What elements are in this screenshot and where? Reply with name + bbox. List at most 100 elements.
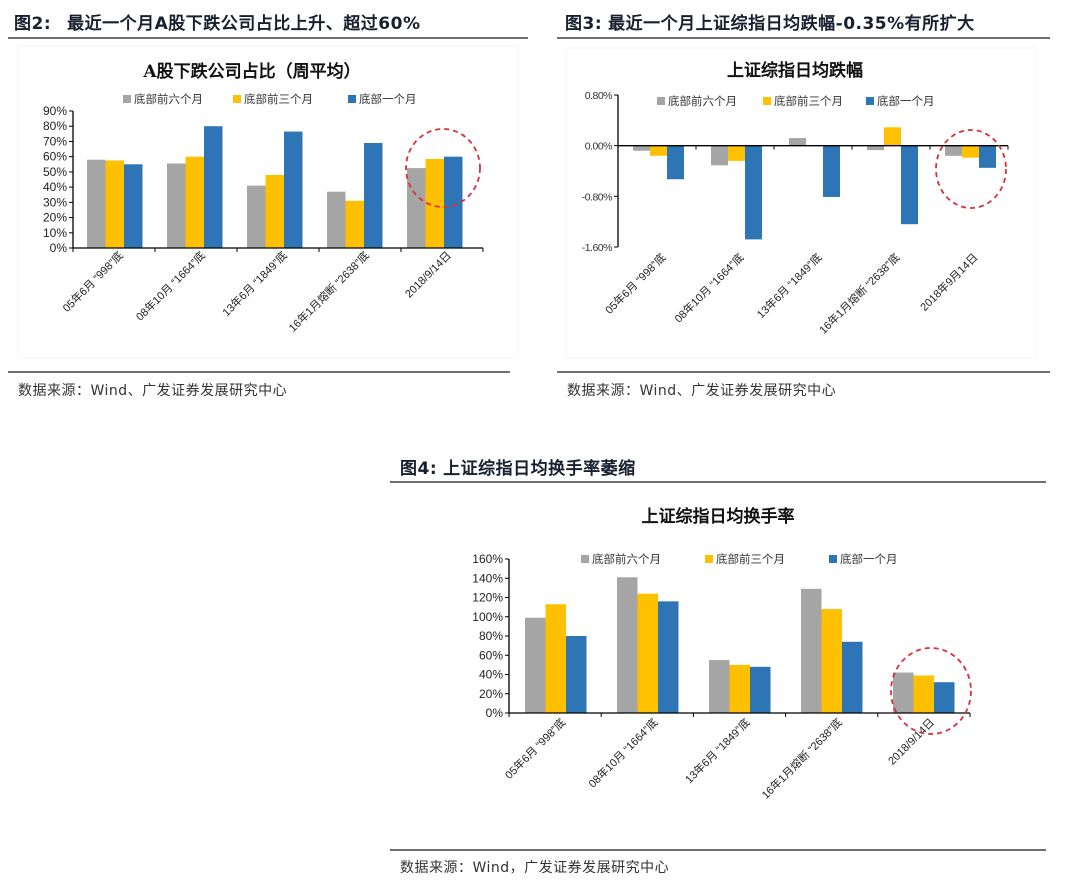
y-tick-label: 80%	[479, 629, 503, 643]
x-category-label: 05年6月 “998”底	[502, 715, 569, 782]
figure-3-bottom-rule	[557, 371, 1050, 373]
bar	[729, 664, 750, 713]
bar	[185, 156, 204, 248]
y-tick-label: 0%	[50, 241, 68, 255]
bar	[545, 604, 566, 713]
bar	[750, 666, 771, 713]
y-tick-label: -1.60%	[582, 242, 612, 254]
bar	[284, 131, 303, 248]
bar	[87, 159, 106, 248]
legend-swatch	[657, 97, 665, 105]
y-tick-label: 10%	[43, 226, 67, 240]
bar	[893, 672, 914, 713]
bar	[105, 160, 124, 248]
y-tick-label: 90%	[43, 104, 67, 118]
bar	[979, 145, 996, 168]
legend-swatch	[581, 555, 589, 563]
bar	[884, 127, 901, 146]
figure-4-top-rule	[390, 481, 1046, 483]
legend-label: 底部前三个月	[716, 552, 785, 566]
bar	[821, 609, 842, 713]
bar	[425, 158, 444, 248]
highlight-circle	[890, 647, 972, 735]
figure-2-label: 图2:	[14, 14, 52, 34]
figure-2-bottom-rule	[8, 371, 510, 373]
legend-label: 底部一个月	[359, 92, 417, 106]
y-tick-label: 60%	[43, 150, 67, 164]
bar	[901, 145, 918, 225]
bar	[667, 145, 684, 180]
bar	[745, 145, 762, 240]
y-tick-label: 0.00%	[585, 141, 612, 153]
y-tick-label: 100%	[472, 610, 503, 624]
bar	[801, 588, 822, 713]
bar	[525, 617, 546, 713]
figure-3-title: 图3: 最近一个月上证综指日均跌幅-0.35%有所扩大	[565, 9, 975, 34]
legend-swatch	[763, 97, 771, 105]
y-tick-label: 20%	[43, 211, 67, 225]
figure-4-caption: 上证综指日均换手率萎缩	[443, 459, 636, 479]
y-tick-label: 80%	[43, 119, 67, 133]
bar	[650, 145, 667, 156]
legend-label: 底部前六个月	[668, 94, 737, 108]
bar	[962, 145, 979, 158]
y-tick-label: 40%	[43, 180, 67, 194]
highlight-circle	[405, 128, 481, 208]
y-tick-label: 60%	[479, 648, 503, 662]
bar	[265, 174, 284, 248]
bar	[637, 593, 658, 713]
figure-2-caption: 最近一个月A股下跌公司占比上升、超过60%	[67, 14, 421, 34]
bar	[633, 145, 650, 151]
bar	[327, 191, 346, 248]
bar	[247, 185, 266, 248]
figure-3-top-rule	[557, 37, 1050, 39]
figure-3-label: 图3:	[565, 14, 603, 34]
bar	[364, 142, 383, 248]
figure-2-top-rule	[8, 37, 528, 39]
legend-swatch	[233, 95, 241, 103]
y-tick-label: 30%	[43, 195, 67, 209]
bar	[167, 163, 186, 248]
bar	[934, 682, 955, 713]
figure-3-source: 数据来源：Wind、广发证券发展研究中心	[567, 383, 837, 399]
y-tick-label: 0%	[486, 706, 504, 720]
figure-2-source: 数据来源：Wind、广发证券发展研究中心	[18, 383, 288, 399]
x-category-label: 08年10月 “1664”底	[585, 715, 660, 790]
y-tick-label: 0.80%	[585, 90, 612, 102]
bar	[204, 126, 223, 248]
bar	[617, 577, 638, 713]
bar	[823, 145, 840, 197]
bar	[789, 138, 806, 146]
bar	[709, 660, 730, 713]
bar	[913, 675, 934, 713]
bar	[444, 156, 463, 248]
bar	[566, 636, 587, 713]
chart-title: 上证综指日均跌幅	[727, 60, 863, 81]
figure-2-title: 图2: 最近一个月A股下跌公司占比上升、超过60%	[14, 9, 421, 34]
figure-4-bottom-rule	[390, 849, 1046, 851]
legend-swatch	[348, 95, 356, 103]
bar	[345, 200, 364, 248]
y-tick-label: 20%	[479, 687, 503, 701]
figure-3-caption: 最近一个月上证综指日均跌幅-0.35%有所扩大	[608, 14, 975, 34]
x-category-label: 2018/9/14日	[886, 717, 937, 768]
bar	[945, 145, 962, 156]
legend-swatch	[866, 97, 874, 105]
y-tick-label: 70%	[43, 134, 67, 148]
bar	[407, 168, 426, 248]
chart-title: A股下跌公司占比（周平均）	[142, 61, 360, 82]
legend-label: 底部前三个月	[774, 94, 843, 108]
figure-4-title: 图4: 上证综指日均换手率萎缩	[400, 454, 636, 479]
legend-swatch	[123, 95, 131, 103]
y-tick-label: 50%	[43, 165, 67, 179]
y-tick-label: 140%	[472, 571, 503, 585]
figure-4-source: 数据来源：Wind，广发证券发展研究中心	[400, 860, 670, 876]
legend-label: 底部前六个月	[592, 552, 661, 566]
y-tick-label: 120%	[472, 591, 503, 605]
bar	[658, 601, 679, 713]
fig2-chart: A股下跌公司占比（周平均） 底部前六个月 底部前三个月 底部一个月 0%10%20% 30…	[17, 45, 519, 359]
y-tick-label: 160%	[472, 552, 503, 566]
